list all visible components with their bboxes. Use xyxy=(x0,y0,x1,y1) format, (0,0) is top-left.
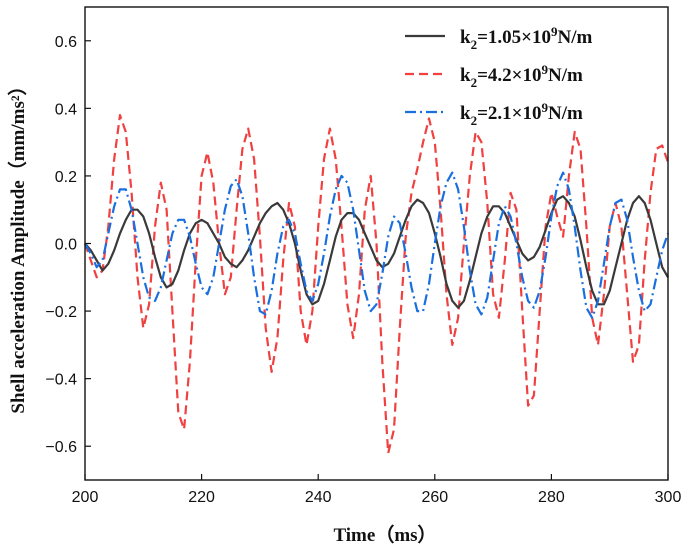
y-tick-label: 0.4 xyxy=(55,101,77,118)
x-tick-label: 200 xyxy=(72,489,99,506)
x-tick-label: 300 xyxy=(655,489,682,506)
legend-label-2: k2=2.1×109N/m xyxy=(460,100,583,128)
series-line-1 xyxy=(83,114,670,455)
y-tick-label: 0.2 xyxy=(55,169,77,186)
y-tick-label: −0.4 xyxy=(45,372,77,389)
y-tick-label: −0.2 xyxy=(45,304,77,321)
x-axis-title: Time（ms） xyxy=(333,523,436,546)
legend: k2=1.05×109N/m k2=4.2×109N/m k2=2.1×109N/m xyxy=(405,24,592,128)
y-tick-label: 0.6 xyxy=(55,34,77,51)
x-tick-label: 280 xyxy=(538,489,565,506)
x-tick-label: 260 xyxy=(421,489,448,506)
y-tick-label: −0.6 xyxy=(45,439,77,456)
x-tick-label: 220 xyxy=(188,489,215,506)
series-layer xyxy=(83,114,670,455)
y-tick-label: 0.0 xyxy=(55,237,77,254)
axis-layer: 200 220 240 260 280 300 −0.6 −0.4 −0.2 0.0 0.2 0.4 0… xyxy=(45,34,681,506)
series-line-2 xyxy=(84,171,670,319)
legend-label-0: k2=1.05×109N/m xyxy=(460,24,592,52)
legend-label-1: k2=4.2×109N/m xyxy=(460,62,583,90)
y-axis-title: Shell acceleration Amplitude（mm/ms²） xyxy=(6,76,29,413)
x-tick-label: 240 xyxy=(305,489,332,506)
